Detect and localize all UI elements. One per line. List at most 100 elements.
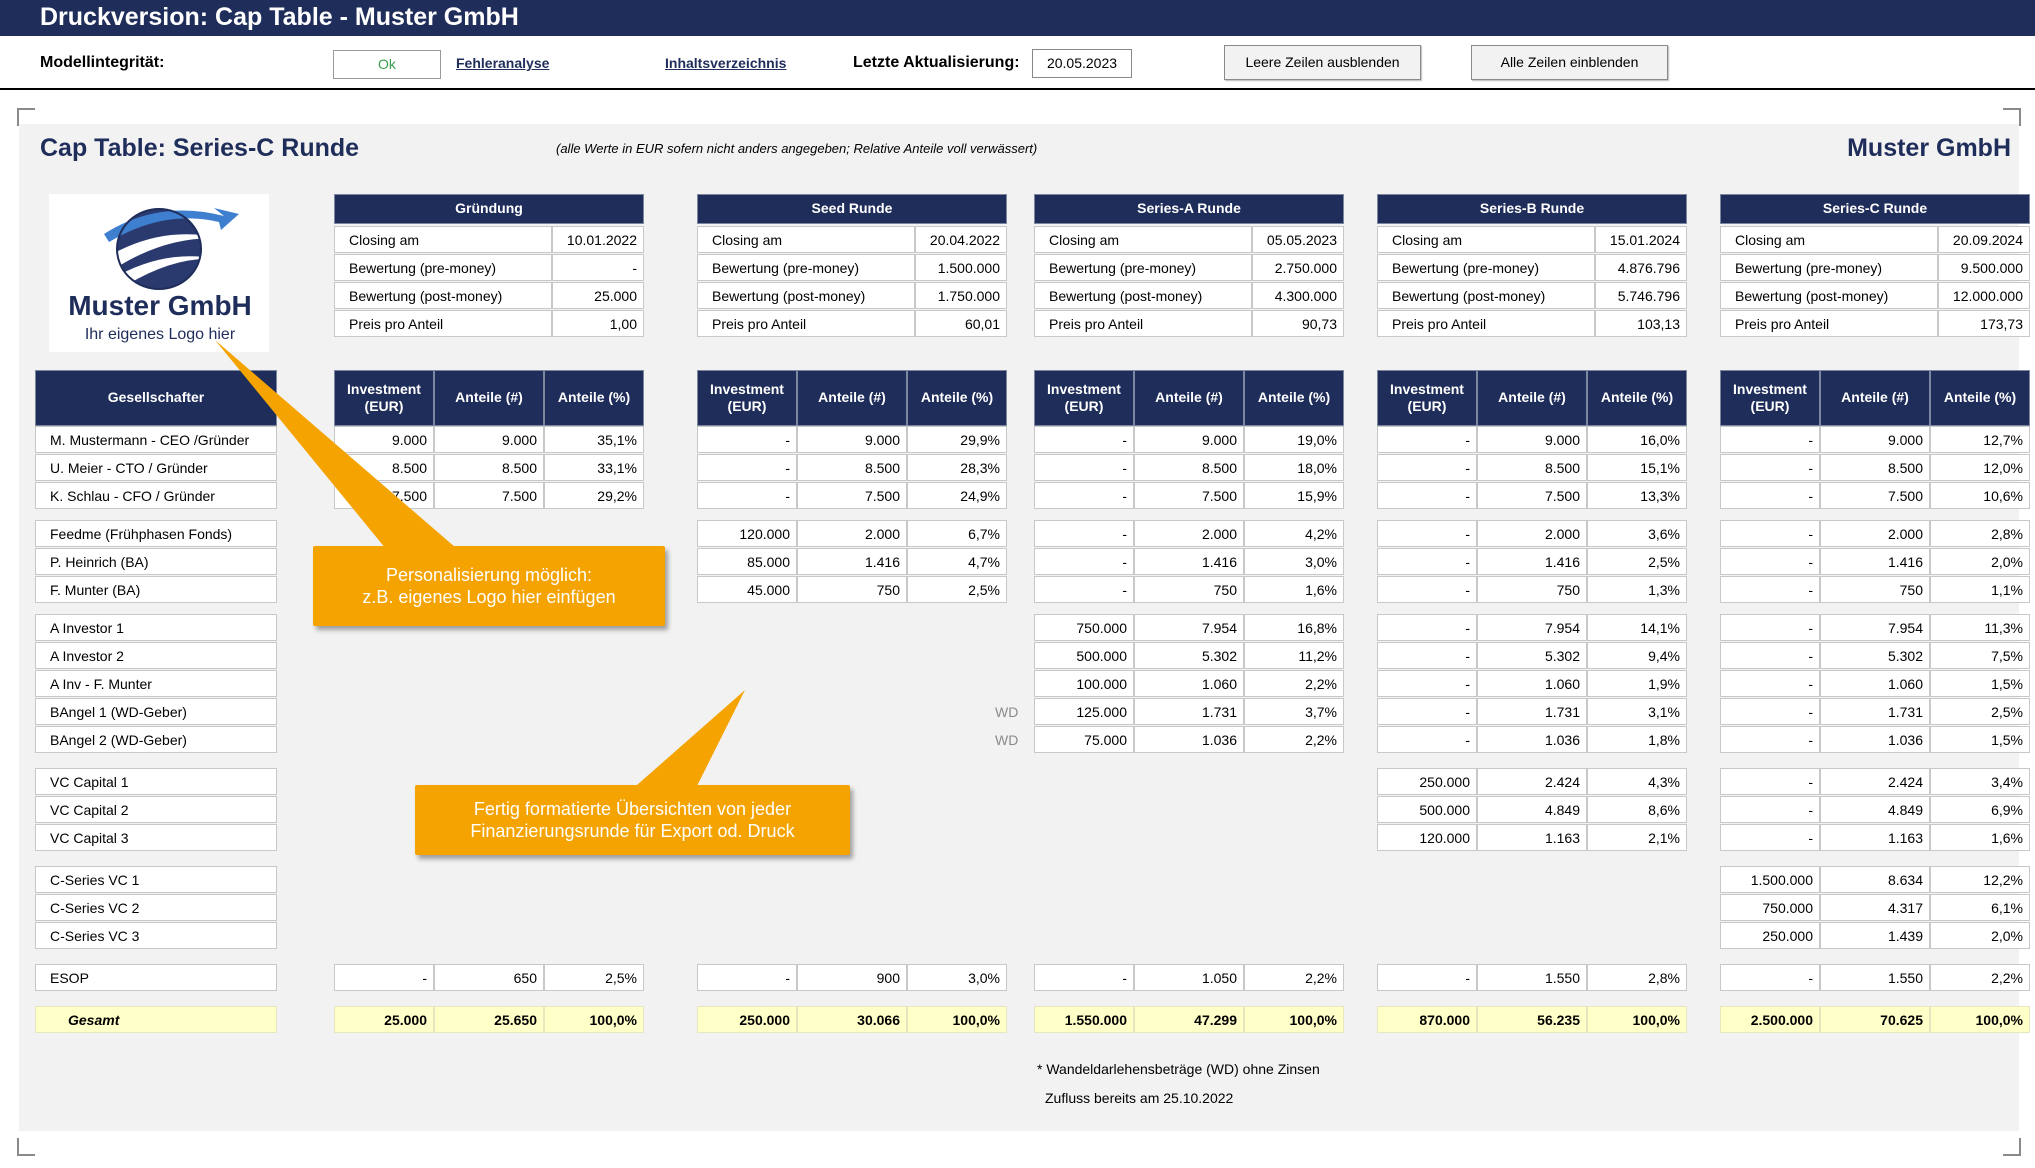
shareholder-header: Gesellschafter (35, 370, 277, 426)
table-cell: 750 (1820, 576, 1930, 603)
table-cell: 24,9% (907, 482, 1007, 509)
globe-logo-icon (104, 208, 239, 290)
table-cell: 9.000 (334, 426, 434, 453)
column-header: Anteile (#) (434, 370, 544, 426)
table-cell: 8.500 (1820, 454, 1930, 481)
table-cell: - (1034, 548, 1134, 575)
table-cell: 1.416 (1820, 548, 1930, 575)
column-header: Anteile (#) (797, 370, 907, 426)
total-cell: 100,0% (1244, 1006, 1344, 1033)
info-label: Bewertung (post-money) (1377, 282, 1595, 309)
table-cell: 1.439 (1820, 922, 1930, 949)
table-cell: 7.500 (1820, 482, 1930, 509)
info-label: Bewertung (pre-money) (697, 254, 915, 281)
table-cell: - (1720, 454, 1820, 481)
table-cell: 1.060 (1477, 670, 1587, 697)
table-cell: - (1720, 670, 1820, 697)
hide-empty-rows-button[interactable]: Leere Zeilen ausblenden (1224, 45, 1421, 80)
print-corner-mark (2003, 1138, 2021, 1156)
table-cell: 3,6% (1587, 520, 1687, 547)
info-label: Closing am (1720, 226, 1938, 253)
total-cell: 100,0% (907, 1006, 1007, 1033)
info-label: Bewertung (post-money) (334, 282, 552, 309)
table-cell: - (1720, 548, 1820, 575)
shareholder-name: A Inv - F. Munter (35, 670, 277, 697)
table-cell: 2,5% (1587, 548, 1687, 575)
footnote-line: * Wandeldarlehensbeträge (WD) ohne Zinse… (1037, 1061, 1320, 1077)
table-cell: - (1720, 426, 1820, 453)
table-cell: - (1720, 824, 1820, 851)
table-cell: 7.954 (1820, 614, 1930, 641)
table-cell: 1.416 (1477, 548, 1587, 575)
print-corner-mark (17, 1138, 35, 1156)
round-title: Gründung (334, 194, 644, 224)
round-title: Series-C Runde (1720, 194, 2030, 224)
table-cell: 125.000 (1034, 698, 1134, 725)
table-cell: 250.000 (1377, 768, 1477, 795)
table-cell: 8,6% (1587, 796, 1687, 823)
table-cell: 2,5% (907, 576, 1007, 603)
callout-line: Fertig formatierte Übersichten von jeder (473, 799, 792, 819)
table-cell: 250.000 (1720, 922, 1820, 949)
toc-link[interactable]: Inhaltsverzeichnis (665, 55, 787, 71)
table-cell: 2,0% (1930, 922, 2030, 949)
info-label: Preis pro Anteil (334, 310, 552, 337)
total-cell: 25.650 (434, 1006, 544, 1033)
last-update-field[interactable]: 20.05.2023 (1032, 49, 1132, 78)
table-cell: - (1720, 698, 1820, 725)
table-cell: 11,3% (1930, 614, 2030, 641)
table-cell: - (697, 964, 797, 991)
info-label: Preis pro Anteil (1720, 310, 1938, 337)
table-cell: 500.000 (1377, 796, 1477, 823)
info-value: 173,73 (1938, 310, 2030, 337)
table-cell: - (1034, 454, 1134, 481)
callout-pointer-1 (215, 340, 470, 560)
table-cell: 3,0% (1244, 548, 1344, 575)
info-label: Closing am (697, 226, 915, 253)
info-value: 90,73 (1252, 310, 1344, 337)
table-cell: - (1377, 426, 1477, 453)
column-header: Investment (EUR) (697, 370, 797, 426)
table-cell: 2,5% (544, 964, 644, 991)
shareholder-name: F. Munter (BA) (35, 576, 277, 603)
table-cell: - (1720, 520, 1820, 547)
table-cell: 2,1% (1587, 824, 1687, 851)
error-analysis-link[interactable]: Fehleranalyse (456, 55, 550, 71)
info-value: 15.01.2024 (1595, 226, 1687, 253)
table-cell: - (1377, 576, 1477, 603)
info-value: 5.746.796 (1595, 282, 1687, 309)
table-cell: - (1377, 454, 1477, 481)
table-cell: 16,8% (1244, 614, 1344, 641)
table-cell: 12,7% (1930, 426, 2030, 453)
table-cell: 15,1% (1587, 454, 1687, 481)
table-cell: 1.050 (1134, 964, 1244, 991)
total-cell: 1.550.000 (1034, 1006, 1134, 1033)
table-cell: - (1720, 614, 1820, 641)
table-cell: 1,5% (1930, 726, 2030, 753)
table-cell: - (1377, 642, 1477, 669)
toolbar: Modellintegrität: Ok Fehleranalyse Inhal… (0, 36, 2035, 90)
table-cell: 2.424 (1820, 768, 1930, 795)
company-logo: Muster GmbH Ihr eigenes Logo hier (49, 194, 269, 352)
table-cell: 1,6% (1930, 824, 2030, 851)
table-cell: 8.500 (1134, 454, 1244, 481)
table-cell: 1.416 (797, 548, 907, 575)
table-cell: - (1720, 796, 1820, 823)
info-value: - (552, 254, 644, 281)
table-cell: 9.000 (434, 426, 544, 453)
table-cell: 750 (1477, 576, 1587, 603)
shareholder-name: BAngel 1 (WD-Geber) (35, 698, 277, 725)
total-cell: 30.066 (797, 1006, 907, 1033)
info-label: Bewertung (pre-money) (1377, 254, 1595, 281)
info-label: Bewertung (post-money) (1034, 282, 1252, 309)
callout-line: z.B. eigenes Logo hier einfügen (362, 587, 616, 607)
show-all-rows-button[interactable]: Alle Zeilen einblenden (1471, 45, 1668, 80)
info-value: 20.04.2022 (915, 226, 1007, 253)
table-cell: 11,2% (1244, 642, 1344, 669)
info-value: 10.01.2022 (552, 226, 644, 253)
table-cell: - (1034, 482, 1134, 509)
table-cell: - (1720, 726, 1820, 753)
table-cell: 100.000 (1034, 670, 1134, 697)
table-cell: - (1720, 482, 1820, 509)
